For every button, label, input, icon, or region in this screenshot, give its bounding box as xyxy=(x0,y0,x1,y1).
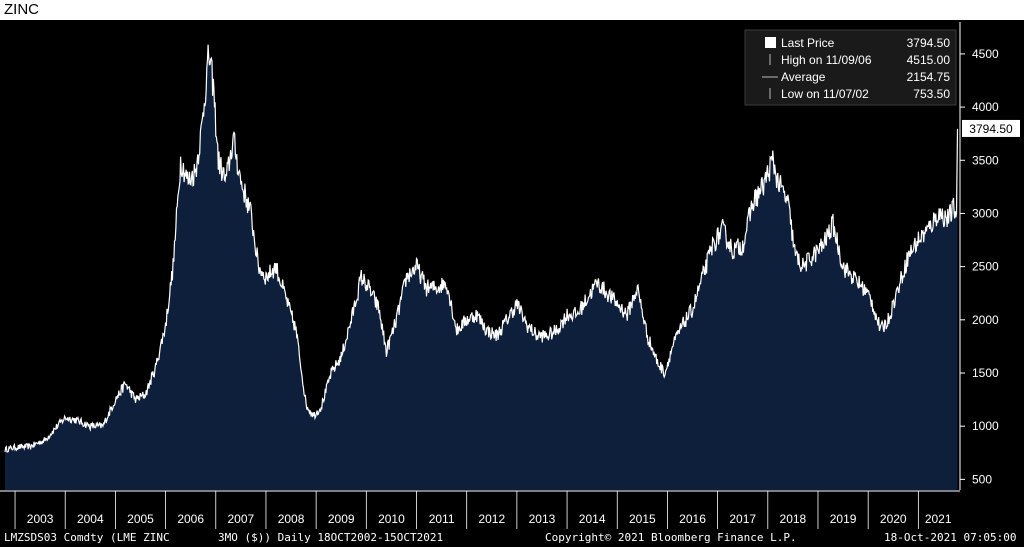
y-tick-label: 4000 xyxy=(972,100,999,114)
y-tick-label: 2500 xyxy=(972,260,999,274)
x-tick-label: 2014 xyxy=(579,512,606,526)
plot-area xyxy=(4,44,959,490)
x-tick-label: 2017 xyxy=(729,512,756,526)
x-tick-label: 2008 xyxy=(278,512,305,526)
legend-value: 2154.75 xyxy=(907,70,951,84)
footer-range: 3MO ($)) Daily 18OCT2002-15OCT2021 xyxy=(218,531,444,544)
legend-label: Low on 11/07/02 xyxy=(781,87,869,101)
x-tick-label: 2009 xyxy=(328,512,355,526)
legend-value: 4515.00 xyxy=(907,53,951,67)
last-price-label: 3794.50 xyxy=(969,122,1013,136)
price-line xyxy=(4,44,959,453)
footer-ticker: LMZSDS03 Comdty (LME ZINC xyxy=(4,531,170,544)
chart-title: ZINC xyxy=(4,1,39,18)
footer-copyright: Copyright© 2021 Bloomberg Finance L.P. xyxy=(545,531,797,544)
y-tick-label: 1000 xyxy=(972,419,999,433)
last-price-marker: 3794.50 xyxy=(962,119,1020,137)
x-tick-label: 2003 xyxy=(27,512,54,526)
legend-swatch-last xyxy=(765,37,776,48)
y-tick-label: 3500 xyxy=(972,153,999,167)
legend-label: Last Price xyxy=(781,36,835,50)
x-tick-label: 2019 xyxy=(830,512,857,526)
y-tick-label: 500 xyxy=(972,472,992,486)
legend-box xyxy=(744,29,957,106)
y-axis: 500 1000 1500 2000 2500 3000 3500 4000 4500 xyxy=(959,22,999,490)
footer-bar xyxy=(0,529,1024,547)
y-tick-label: 3000 xyxy=(972,206,999,220)
legend-value: 3794.50 xyxy=(907,36,951,50)
x-tick-label: 2020 xyxy=(880,512,907,526)
x-tick-label: 2004 xyxy=(77,512,104,526)
last-price-box xyxy=(962,119,1020,137)
x-tick-label: 2012 xyxy=(478,512,505,526)
x-tick-label: 2005 xyxy=(127,512,154,526)
x-tick-label: 2010 xyxy=(378,512,405,526)
x-tick-label: 2021 xyxy=(925,512,952,526)
x-tick-label: 2013 xyxy=(529,512,556,526)
legend-value: 753.50 xyxy=(913,87,950,101)
footer-timestamp: 18-Oct-2021 07:05:00 xyxy=(884,531,1017,544)
chart: 500 1000 1500 2000 2500 3000 3500 4000 4500 2003… xyxy=(0,20,1024,529)
legend-label: High on 11/09/06 xyxy=(781,53,872,67)
x-axis: 2003 2004 2005 2006 2007 2008 2009 2010 2011 2012… xyxy=(0,490,960,529)
x-tick-label: 2007 xyxy=(228,512,255,526)
x-tick-label: 2015 xyxy=(629,512,656,526)
y-tick-label: 1500 xyxy=(972,366,999,380)
y-tick-label: 2000 xyxy=(972,313,999,327)
y-tick-label: 4500 xyxy=(972,47,999,61)
x-tick-label: 2018 xyxy=(780,512,807,526)
legend-label: Average xyxy=(781,70,826,84)
price-area xyxy=(5,44,958,490)
x-tick-label: 2006 xyxy=(177,512,204,526)
x-tick-label: 2011 xyxy=(429,512,455,526)
legend: Last Price 3794.50 High on 11/09/06 4515.00… xyxy=(744,29,957,106)
x-tick-label: 2016 xyxy=(679,512,706,526)
